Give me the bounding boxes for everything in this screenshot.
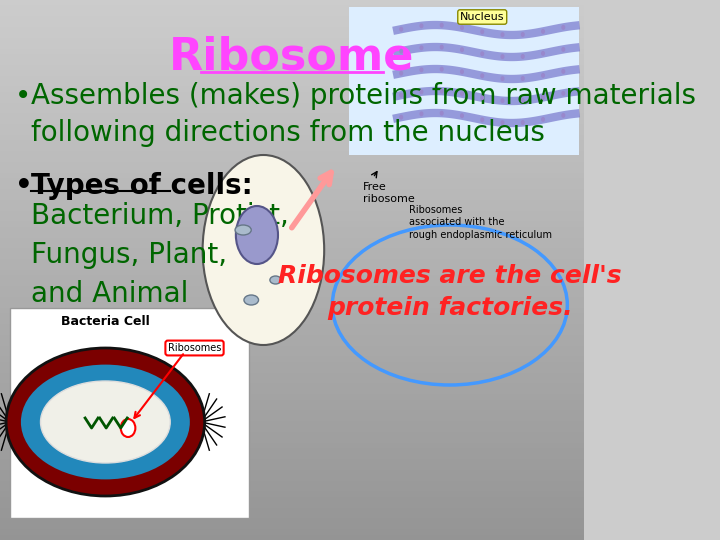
Ellipse shape xyxy=(480,117,485,122)
Ellipse shape xyxy=(440,23,444,28)
Ellipse shape xyxy=(521,76,525,81)
Ellipse shape xyxy=(399,49,403,53)
Ellipse shape xyxy=(460,113,464,118)
Ellipse shape xyxy=(440,45,444,50)
Ellipse shape xyxy=(399,114,403,120)
Ellipse shape xyxy=(460,69,464,74)
Ellipse shape xyxy=(562,25,565,30)
Ellipse shape xyxy=(121,419,135,437)
Ellipse shape xyxy=(440,111,444,116)
Text: Types of cells:: Types of cells: xyxy=(31,172,253,200)
Ellipse shape xyxy=(420,23,423,28)
Ellipse shape xyxy=(500,76,505,81)
Ellipse shape xyxy=(562,47,565,52)
Text: Bacterium, Protist,
Fungus, Plant,
and Animal: Bacterium, Protist, Fungus, Plant, and A… xyxy=(31,202,289,308)
Ellipse shape xyxy=(480,29,485,34)
Ellipse shape xyxy=(541,117,545,122)
Ellipse shape xyxy=(521,120,525,125)
Ellipse shape xyxy=(235,225,251,235)
FancyBboxPatch shape xyxy=(348,7,580,155)
Ellipse shape xyxy=(40,381,170,463)
Ellipse shape xyxy=(399,93,403,98)
Ellipse shape xyxy=(202,155,324,345)
Ellipse shape xyxy=(521,32,525,37)
Ellipse shape xyxy=(500,54,505,59)
Ellipse shape xyxy=(500,32,505,37)
Ellipse shape xyxy=(541,51,545,56)
Ellipse shape xyxy=(541,73,545,78)
Text: Assembles (makes) proteins from raw materials
following directions from the nucl: Assembles (makes) proteins from raw mate… xyxy=(31,82,696,147)
Ellipse shape xyxy=(420,89,423,94)
Ellipse shape xyxy=(420,68,423,72)
Ellipse shape xyxy=(460,25,464,30)
Ellipse shape xyxy=(244,295,258,305)
Ellipse shape xyxy=(399,71,403,76)
Ellipse shape xyxy=(480,73,485,78)
Ellipse shape xyxy=(521,54,525,59)
Text: Ribosomes
associated with the
rough endoplasmic reticulum: Ribosomes associated with the rough endo… xyxy=(409,205,552,240)
Ellipse shape xyxy=(460,47,464,52)
Ellipse shape xyxy=(480,51,485,56)
Ellipse shape xyxy=(270,276,282,284)
Ellipse shape xyxy=(236,206,278,264)
Text: Ribosomes are the cell's
protein factories.: Ribosomes are the cell's protein factori… xyxy=(278,264,621,320)
Text: Free
ribosome: Free ribosome xyxy=(363,182,415,205)
Ellipse shape xyxy=(440,89,444,93)
Ellipse shape xyxy=(562,69,565,74)
Ellipse shape xyxy=(460,91,464,96)
Text: Ribosomes: Ribosomes xyxy=(168,343,221,353)
Text: •: • xyxy=(14,172,32,200)
Text: •: • xyxy=(14,82,31,110)
Ellipse shape xyxy=(399,26,403,32)
Ellipse shape xyxy=(541,29,545,34)
Ellipse shape xyxy=(500,120,505,125)
Text: Bacteria Cell: Bacteria Cell xyxy=(61,315,150,328)
Ellipse shape xyxy=(22,366,189,478)
Ellipse shape xyxy=(420,111,423,116)
Ellipse shape xyxy=(521,98,525,103)
Ellipse shape xyxy=(500,98,505,103)
Ellipse shape xyxy=(440,66,444,72)
Text: Nucleus: Nucleus xyxy=(460,12,505,22)
Text: Ribosome: Ribosome xyxy=(169,35,415,78)
Ellipse shape xyxy=(6,348,204,496)
FancyBboxPatch shape xyxy=(10,308,249,518)
Ellipse shape xyxy=(562,113,565,118)
Ellipse shape xyxy=(541,95,545,100)
Ellipse shape xyxy=(562,91,565,96)
Ellipse shape xyxy=(420,45,423,50)
Ellipse shape xyxy=(480,95,485,100)
